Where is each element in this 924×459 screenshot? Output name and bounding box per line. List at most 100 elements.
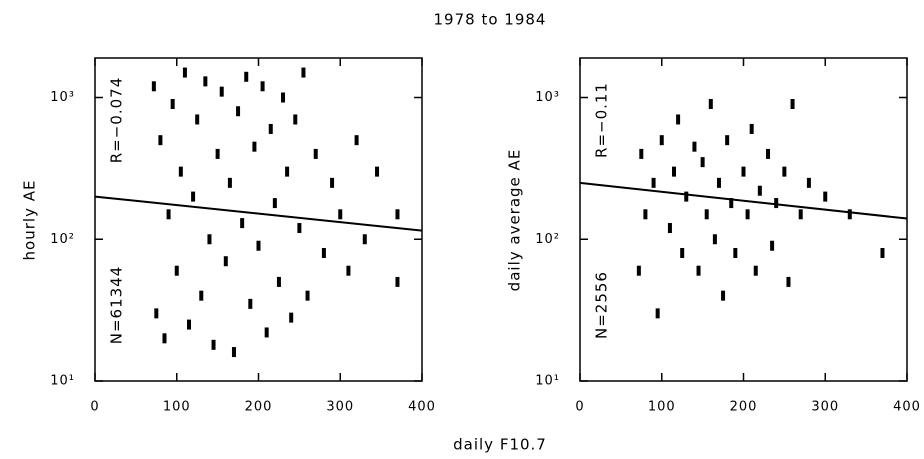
y-tick-label: 10²: [535, 232, 560, 247]
point: [712, 234, 717, 245]
point: [823, 191, 828, 202]
annotation-bg: [592, 72, 612, 168]
point: [766, 148, 771, 159]
y-tick-label: 10¹: [50, 374, 75, 389]
point: [195, 114, 200, 125]
point: [158, 135, 163, 146]
point: [219, 86, 224, 97]
point: [215, 148, 220, 159]
annotation-bg: [592, 257, 612, 353]
point: [733, 247, 738, 258]
annotation-bg: [107, 72, 127, 168]
point: [651, 177, 656, 188]
x-tick-label: 100: [648, 400, 676, 415]
point: [643, 209, 648, 220]
point: [207, 234, 212, 245]
point: [721, 290, 726, 301]
point: [375, 166, 380, 177]
point: [696, 265, 701, 276]
fit-line: [579, 181, 908, 220]
x-tick-label: 300: [326, 400, 354, 415]
figure-title: 1978 to 1984: [434, 11, 547, 29]
point: [676, 114, 681, 125]
y-tick-label: 10³: [535, 90, 560, 105]
point: [757, 185, 762, 196]
point: [244, 71, 249, 82]
x-tick-label: 400: [893, 400, 921, 415]
point: [672, 166, 677, 177]
point: [354, 135, 359, 146]
point: [338, 209, 343, 220]
point: [749, 123, 754, 134]
point: [880, 247, 885, 258]
point: [223, 256, 228, 267]
point: [655, 308, 660, 319]
point: [790, 98, 795, 109]
point: [725, 135, 730, 146]
point: [745, 209, 750, 220]
point: [716, 177, 721, 188]
point: [680, 247, 685, 258]
annotation: N=61344: [108, 266, 126, 345]
point: [395, 209, 400, 220]
point: [268, 123, 273, 134]
point: [346, 265, 351, 276]
point: [798, 209, 803, 220]
point: [191, 191, 196, 202]
point: [236, 106, 241, 117]
annotation: N=2556: [593, 271, 611, 339]
y-axis-label: hourly AE: [21, 180, 39, 261]
point: [256, 240, 261, 251]
fit-line: [94, 195, 423, 232]
x-tick-label: 100: [163, 400, 191, 415]
point: [395, 276, 400, 287]
point: [199, 290, 204, 301]
x-tick-label: 200: [730, 400, 758, 415]
point: [847, 209, 852, 220]
point: [806, 177, 811, 188]
x-axis-label: daily F10.7: [453, 436, 547, 454]
point: [313, 148, 318, 159]
point: [301, 67, 306, 78]
point: [741, 166, 746, 177]
y-axis-label: daily average AE: [506, 149, 524, 292]
y-tick-label: 10²: [50, 232, 75, 247]
point: [753, 265, 758, 276]
point: [729, 198, 734, 209]
point: [231, 347, 236, 358]
point: [321, 247, 326, 258]
point: [684, 191, 689, 202]
point: [782, 166, 787, 177]
point: [305, 290, 310, 301]
point: [178, 166, 183, 177]
point: [639, 148, 644, 159]
point: [170, 98, 175, 109]
point: [276, 276, 281, 287]
point: [182, 67, 187, 78]
point: [154, 308, 159, 319]
point: [285, 166, 290, 177]
point: [166, 209, 171, 220]
x-tick-label: 400: [408, 400, 436, 415]
point: [786, 276, 791, 287]
annotation: R=−0.11: [593, 82, 611, 158]
y-tick-label: 10³: [50, 90, 75, 105]
point: [151, 81, 156, 92]
point: [293, 114, 298, 125]
point: [700, 157, 705, 168]
point: [770, 240, 775, 251]
point: [281, 92, 286, 103]
point: [252, 141, 257, 152]
point: [174, 265, 179, 276]
point: [636, 265, 641, 276]
point: [708, 98, 713, 109]
point: [211, 339, 216, 350]
point: [272, 198, 277, 209]
point: [659, 135, 664, 146]
annotation: R=−0.074: [108, 77, 126, 164]
point: [240, 218, 245, 229]
point: [227, 177, 232, 188]
plot-frame: [94, 57, 423, 382]
point: [297, 223, 302, 234]
